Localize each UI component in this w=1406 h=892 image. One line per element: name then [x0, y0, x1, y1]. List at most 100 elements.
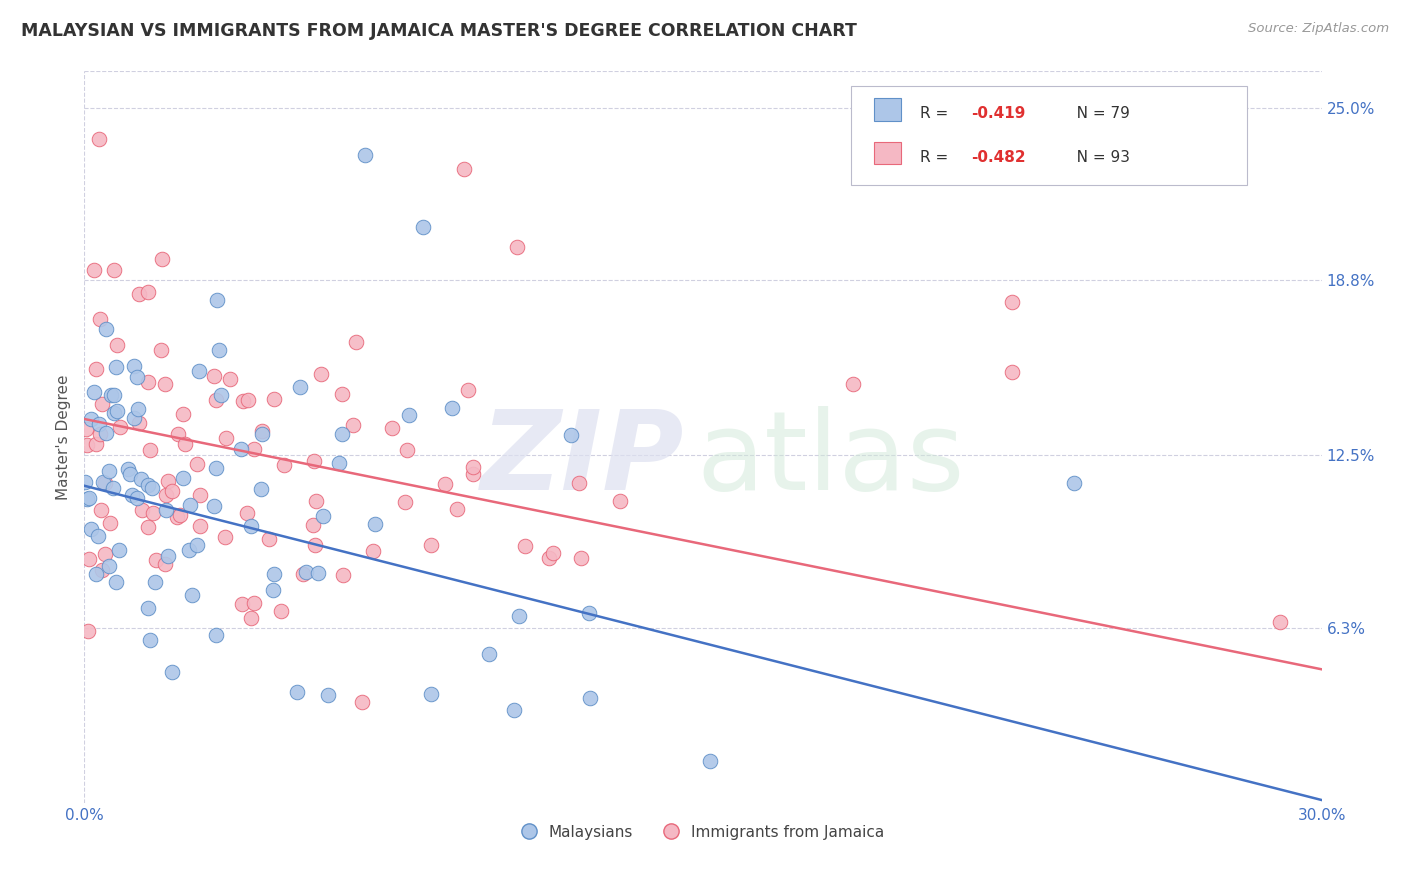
Point	[172, 407, 194, 421]
Point	[569, 551, 592, 566]
Point	[80, 522, 103, 536]
Point	[609, 493, 631, 508]
Point	[841, 376, 863, 391]
Point	[97, 464, 120, 478]
Point	[250, 424, 273, 438]
FancyBboxPatch shape	[852, 86, 1247, 185]
Point	[103, 481, 125, 495]
Point	[1001, 295, 1024, 310]
Point	[538, 550, 561, 565]
Point	[122, 411, 145, 425]
Point	[188, 518, 211, 533]
Point	[579, 690, 602, 705]
Point	[84, 437, 107, 451]
Point	[328, 456, 350, 470]
Legend: Malaysians, Immigrants from Jamaica: Malaysians, Immigrants from Jamaica	[515, 818, 891, 847]
Point	[97, 559, 120, 574]
Text: ZIP: ZIP	[481, 406, 685, 513]
Point	[179, 498, 201, 512]
Point	[172, 470, 194, 484]
Point	[100, 388, 122, 402]
Point	[541, 546, 564, 560]
Point	[84, 566, 107, 581]
Point	[419, 537, 441, 551]
Point	[160, 484, 183, 499]
Text: -0.482: -0.482	[972, 150, 1026, 165]
Point	[568, 475, 591, 490]
Point	[162, 665, 184, 679]
Point	[89, 417, 111, 432]
Point	[204, 369, 226, 384]
Point	[239, 611, 262, 625]
Point	[153, 557, 176, 571]
Point	[131, 502, 153, 516]
Point	[342, 417, 364, 432]
Point	[87, 132, 110, 146]
Text: MALAYSIAN VS IMMIGRANTS FROM JAMAICA MASTER'S DEGREE CORRELATION CHART: MALAYSIAN VS IMMIGRANTS FROM JAMAICA MAS…	[21, 22, 858, 40]
Point	[76, 492, 98, 507]
Point	[202, 500, 225, 514]
Point	[243, 596, 266, 610]
Point	[218, 372, 240, 386]
Point	[263, 392, 285, 406]
Point	[138, 600, 160, 615]
Point	[295, 565, 318, 579]
Point	[381, 421, 404, 435]
Point	[77, 552, 100, 566]
Point	[205, 392, 228, 407]
Text: N = 79: N = 79	[1062, 106, 1129, 121]
Point	[94, 426, 117, 441]
Point	[76, 438, 98, 452]
Point	[215, 432, 238, 446]
Point	[292, 567, 315, 582]
Point	[136, 520, 159, 534]
Point	[128, 287, 150, 301]
Point	[312, 509, 335, 524]
Text: R =: R =	[920, 150, 953, 165]
Point	[174, 437, 197, 451]
Text: R =: R =	[920, 106, 953, 121]
Point	[166, 510, 188, 524]
Point	[270, 604, 292, 618]
Point	[103, 388, 125, 402]
Point	[262, 583, 284, 598]
Point	[578, 607, 600, 621]
Point	[307, 566, 329, 581]
Point	[434, 477, 457, 491]
Point	[330, 387, 353, 401]
Point	[104, 574, 127, 589]
Point	[309, 368, 332, 382]
Point	[288, 380, 311, 394]
Point	[699, 754, 721, 768]
Point	[412, 220, 434, 235]
Point	[508, 609, 530, 624]
Point	[330, 426, 353, 441]
Point	[91, 397, 114, 411]
Point	[353, 148, 375, 162]
Point	[86, 361, 108, 376]
Point	[90, 503, 112, 517]
Point	[122, 359, 145, 374]
Point	[352, 695, 374, 709]
Point	[105, 359, 128, 374]
Point	[155, 502, 177, 516]
Point	[453, 161, 475, 176]
Point	[239, 519, 262, 533]
Point	[177, 542, 200, 557]
Point	[155, 376, 177, 391]
Point	[120, 467, 142, 481]
Point	[90, 563, 112, 577]
Point	[441, 401, 464, 416]
Point	[243, 442, 266, 456]
Point	[83, 263, 105, 277]
Point	[263, 566, 285, 581]
Point	[1063, 475, 1085, 490]
Point	[108, 542, 131, 557]
Point	[363, 516, 385, 531]
Point	[139, 632, 162, 647]
Point	[121, 488, 143, 502]
Point	[169, 508, 191, 522]
Point	[75, 475, 97, 489]
Point	[145, 574, 167, 589]
Point	[128, 416, 150, 430]
